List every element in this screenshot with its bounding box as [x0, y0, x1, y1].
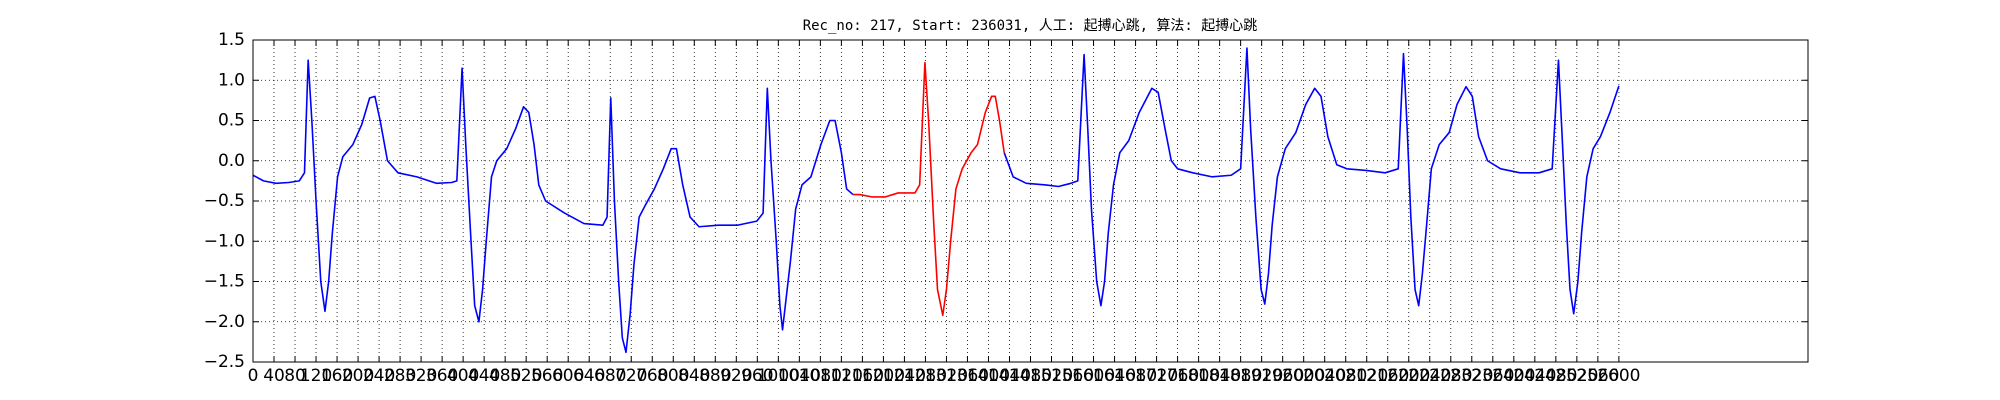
x-tick-label: 400	[447, 366, 479, 386]
x-tick-label: 1480	[1009, 366, 1052, 386]
x-tick-label: 1120	[820, 366, 863, 386]
x-tick-label: 760	[636, 366, 668, 386]
x-tick-label: 40	[263, 366, 285, 386]
x-tick-label: 2360	[1471, 366, 1514, 386]
x-tick-label: 1600	[1072, 366, 1115, 386]
x-tick-label: 2120	[1345, 366, 1388, 386]
x-tick-label: 920	[720, 366, 752, 386]
x-tick-label: 1880	[1219, 366, 1262, 386]
x-tick-label: 200	[342, 366, 374, 386]
x-tick-label: 360	[426, 366, 458, 386]
x-tick-label: 160	[321, 366, 353, 386]
x-tick-label: 1760	[1156, 366, 1199, 386]
x-tick-label: 280	[384, 366, 416, 386]
x-tick-label: 120	[300, 366, 332, 386]
x-tick-label: 1320	[925, 366, 968, 386]
x-tick-label: 1840	[1198, 366, 1241, 386]
x-tick-label: 1560	[1051, 366, 1094, 386]
ecg-line	[252, 47, 1620, 354]
y-tick-label: −1.5	[204, 272, 245, 292]
x-tick-label: 0	[248, 366, 259, 386]
x-tick-label: 2560	[1576, 366, 1619, 386]
x-tick-label: 1360	[946, 366, 989, 386]
x-tick-label: 320	[405, 366, 437, 386]
x-tick-label: 1720	[1135, 366, 1178, 386]
y-tick-label: −1.0	[204, 231, 245, 251]
x-tick-label: 680	[594, 366, 626, 386]
y-tick-label: 1.5	[218, 30, 245, 50]
y-tick-label: −2.0	[204, 312, 245, 332]
x-tick-label: 2200	[1387, 366, 1430, 386]
y-tick-label: 0.0	[218, 151, 245, 171]
x-tick-label: 2240	[1408, 366, 1451, 386]
x-tick-label: 2480	[1534, 366, 1577, 386]
x-tick-label: 80	[284, 366, 306, 386]
x-tick-label: 1080	[799, 366, 842, 386]
x-tick-label: 2600	[1597, 366, 1640, 386]
x-tick-label: 1200	[862, 366, 905, 386]
y-tick-label: 1.0	[218, 70, 245, 90]
x-tick-label: 2160	[1366, 366, 1409, 386]
ecg-line	[852, 61, 1006, 317]
x-tick-label: 1240	[883, 366, 926, 386]
y-tick-label: −0.5	[204, 191, 245, 211]
y-tick-label: −2.5	[204, 352, 245, 372]
x-tick-label: 480	[489, 366, 521, 386]
x-tick-label: 240	[363, 366, 395, 386]
x-tick-label: 440	[468, 366, 500, 386]
x-tick-label: 1440	[988, 366, 1031, 386]
x-tick-label: 560	[531, 366, 563, 386]
x-tick-label: 2400	[1492, 366, 1535, 386]
x-tick-label: 1400	[967, 366, 1010, 386]
x-tick-label: 520	[510, 366, 542, 386]
x-tick-label: 640	[573, 366, 605, 386]
x-tick-label: 1680	[1114, 366, 1157, 386]
x-tick-label: 2320	[1450, 366, 1493, 386]
plot-frame	[252, 39, 1809, 363]
x-tick-label: 2280	[1429, 366, 1472, 386]
x-tick-label: 2520	[1555, 366, 1598, 386]
x-tick-label: 960	[741, 366, 773, 386]
x-tick-label: 1960	[1261, 366, 1304, 386]
x-tick-label: 2040	[1303, 366, 1346, 386]
x-tick-label: 1040	[778, 366, 821, 386]
x-tick-label: 1160	[841, 366, 884, 386]
x-tick-label: 840	[678, 366, 710, 386]
x-tick-label: 2440	[1513, 366, 1556, 386]
y-tick-label: 0.5	[218, 111, 245, 131]
x-tick-label: 600	[552, 366, 584, 386]
x-tick-label: 2080	[1324, 366, 1367, 386]
chart-title: Rec_no: 217, Start: 236031, 人工: 起搏心跳, 算法…	[803, 17, 1258, 34]
x-tick-label: 1280	[904, 366, 947, 386]
x-tick-label: 1640	[1093, 366, 1136, 386]
x-tick-label: 1920	[1240, 366, 1283, 386]
x-tick-label: 1000	[757, 366, 800, 386]
x-tick-label: 2000	[1282, 366, 1325, 386]
x-tick-label: 800	[657, 366, 689, 386]
x-tick-label: 1800	[1177, 366, 1220, 386]
x-tick-label: 1520	[1030, 366, 1073, 386]
x-tick-label: 720	[615, 366, 647, 386]
x-tick-label: 880	[699, 366, 731, 386]
